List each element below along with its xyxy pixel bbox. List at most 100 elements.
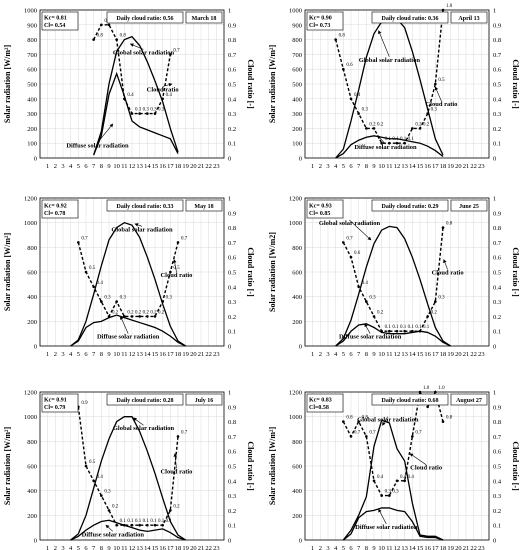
- x-tick-label: 1: [311, 163, 314, 170]
- kc-label: Kc= 0.93: [309, 204, 332, 210]
- y2-tick-label: 0.8: [228, 225, 236, 232]
- kc-cl-frame: [41, 199, 79, 219]
- data-label: 0.8: [446, 416, 453, 421]
- data-label: 0.3: [135, 108, 142, 113]
- x-tick-label: 18: [175, 545, 182, 550]
- cloud-ratio-point: [161, 300, 164, 303]
- data-label: 0.2: [150, 310, 157, 315]
- annotation-arrow: [409, 453, 427, 465]
- y2-tick-label: 0: [228, 344, 231, 351]
- cl-label: Cl= 0.54: [44, 23, 65, 29]
- data-label: 0.1: [400, 325, 407, 330]
- x-tick-label: 13: [401, 163, 408, 170]
- x-tick-label: 19: [447, 163, 454, 170]
- y-tick-label: 600: [292, 270, 302, 277]
- x-tick-label: 4: [334, 163, 338, 170]
- cloud-ratio-point: [434, 82, 437, 86]
- x-tick-label: 21: [198, 163, 205, 170]
- cloud-ratio-point: [434, 300, 437, 303]
- series-annotation: Global solar radiation: [111, 226, 173, 233]
- cloud-ratio-point: [342, 420, 345, 423]
- x-tick-label: 3: [326, 351, 329, 358]
- x-tick-label: 19: [447, 351, 454, 358]
- x-tick-label: 7: [357, 545, 361, 550]
- x-tick-label: 10: [113, 351, 120, 358]
- cloud-ratio-point: [403, 141, 406, 145]
- x-tick-label: 11: [121, 351, 127, 358]
- y-tick-label: 200: [27, 126, 37, 133]
- diffuse-radiation-line: [342, 507, 444, 541]
- y-tick-label: 700: [27, 52, 37, 59]
- y-tick-label: 1000: [24, 414, 37, 421]
- y2-tick-label: 0.8: [493, 225, 501, 232]
- x-tick-label: 7: [357, 163, 361, 170]
- cloud-ratio-point: [411, 329, 414, 333]
- series-annotation: Global solar radiation: [319, 220, 381, 227]
- x-tick-label: 17: [167, 351, 174, 358]
- x-tick-label: 15: [417, 545, 424, 550]
- annotation-arrow: [133, 417, 144, 426]
- y2-tick-label: 0.8: [228, 419, 236, 426]
- y2-tick-label: 0.8: [493, 419, 501, 426]
- data-label: 0.2: [173, 504, 180, 509]
- x-tick-label: 4: [334, 351, 338, 358]
- cloud-ratio-point: [380, 141, 383, 145]
- y2-tick-label: 0.1: [228, 523, 236, 530]
- y-tick-label: 100: [27, 141, 37, 148]
- y-tick-label: 0: [34, 344, 37, 351]
- y-tick-label: 600: [292, 464, 302, 471]
- daily-cloud-ratio-box: [106, 199, 184, 212]
- x-tick-label: 18: [175, 351, 182, 358]
- kc-label: Kc= 0.83: [309, 398, 332, 404]
- data-label: 0.4: [97, 281, 104, 286]
- cloud-ratio-point: [426, 112, 429, 115]
- y-tick-label: 200: [292, 513, 302, 520]
- cloud-ratio-point: [380, 494, 383, 497]
- y-tick-label: 800: [27, 439, 37, 446]
- y2-axis-label: Cloud ratio [-]: [511, 441, 520, 491]
- date-label: April 13: [458, 16, 479, 22]
- y-tick-label: 1200: [24, 196, 37, 203]
- cloud-ratio-point: [441, 8, 445, 12]
- cloud-ratio-point: [418, 329, 422, 333]
- y2-tick-label: 0.2: [228, 314, 236, 321]
- annotation-arrow: [364, 323, 371, 334]
- x-tick-label: 17: [432, 545, 439, 550]
- x-tick-label: 4: [334, 545, 338, 550]
- cl-label: Cl=0.58: [309, 405, 329, 411]
- cloud-ratio-point: [342, 241, 345, 244]
- data-label: 0.1: [120, 519, 127, 524]
- cloud-ratio-point: [84, 464, 88, 468]
- x-tick-label: 10: [378, 351, 385, 358]
- x-tick-label: 19: [182, 163, 189, 170]
- x-tick-label: 9: [107, 163, 110, 170]
- x-tick-label: 6: [84, 545, 88, 550]
- x-tick-label: 13: [136, 545, 143, 550]
- date-label: May 18: [194, 204, 213, 210]
- cloud-ratio-point: [380, 329, 383, 333]
- x-tick-label: 2: [54, 163, 57, 170]
- series-annotation: Cloud ratio: [160, 468, 192, 475]
- plot-frame: [304, 391, 490, 541]
- x-tick-label: 11: [386, 545, 392, 550]
- x-tick-label: 15: [152, 545, 159, 550]
- date-box: [450, 393, 488, 406]
- y2-tick-label: 0.3: [493, 493, 501, 500]
- y2-tick-label: 0.4: [228, 284, 237, 291]
- x-tick-label: 12: [129, 351, 136, 358]
- series-annotation: Cloud ratio: [147, 86, 179, 93]
- y2-tick-label: 0.6: [228, 449, 237, 456]
- cloud-ratio-point: [357, 112, 360, 115]
- y-tick-label: 200: [292, 126, 302, 133]
- data-label: 0.1: [158, 519, 165, 524]
- data-label: 0.9: [81, 401, 88, 406]
- data-label: 0.5: [89, 460, 96, 465]
- x-tick-label: 12: [394, 163, 401, 170]
- cloud-ratio-point: [365, 435, 368, 438]
- annotation-arrow: [443, 259, 448, 270]
- x-tick-label: 22: [470, 545, 477, 550]
- x-tick-label: 21: [463, 351, 470, 358]
- x-tick-label: 1: [46, 351, 49, 358]
